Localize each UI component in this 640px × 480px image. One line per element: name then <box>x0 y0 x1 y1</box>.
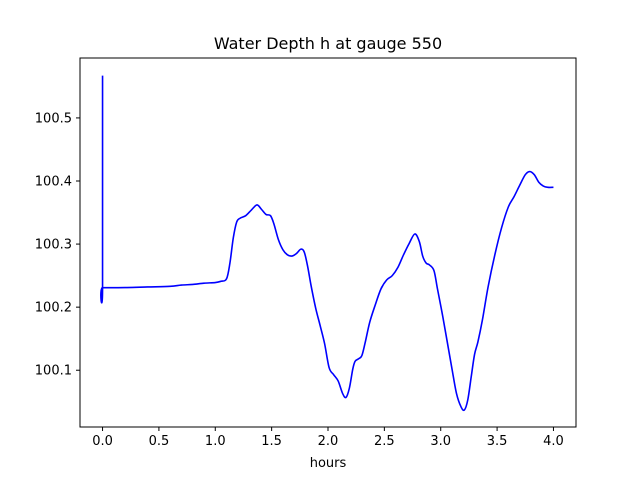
y-tick-label: 100.3 <box>35 238 72 253</box>
plot-frame <box>79 57 577 428</box>
y-tick-label: 100.1 <box>35 364 72 379</box>
series-line <box>100 75 554 412</box>
x-tick-label: 2.0 <box>318 434 339 449</box>
x-tick-label: 3.0 <box>430 434 451 449</box>
chart-title: Water Depth h at gauge 550 <box>214 34 442 53</box>
y-tick-label: 100.4 <box>35 175 72 190</box>
x-axis-label: hours <box>310 456 347 471</box>
x-axis: 0.0 0.5 1.0 1.5 2.0 2.5 3.0 3.5 4.0 <box>92 427 564 449</box>
series-layer <box>100 75 554 412</box>
x-tick-label: 2.5 <box>374 434 395 449</box>
x-tick-label: 0.0 <box>92 434 113 449</box>
y-tick-label: 100.5 <box>35 111 72 126</box>
x-tick-label: 1.0 <box>205 434 226 449</box>
x-tick-label: 1.5 <box>261 434 282 449</box>
x-tick-label: 0.5 <box>149 434 170 449</box>
x-tick-label: 3.5 <box>487 434 508 449</box>
y-axis: 100.1 100.2 100.3 100.4 100.5 <box>35 111 80 379</box>
y-tick-label: 100.2 <box>35 301 72 316</box>
x-tick-label: 4.0 <box>543 434 564 449</box>
